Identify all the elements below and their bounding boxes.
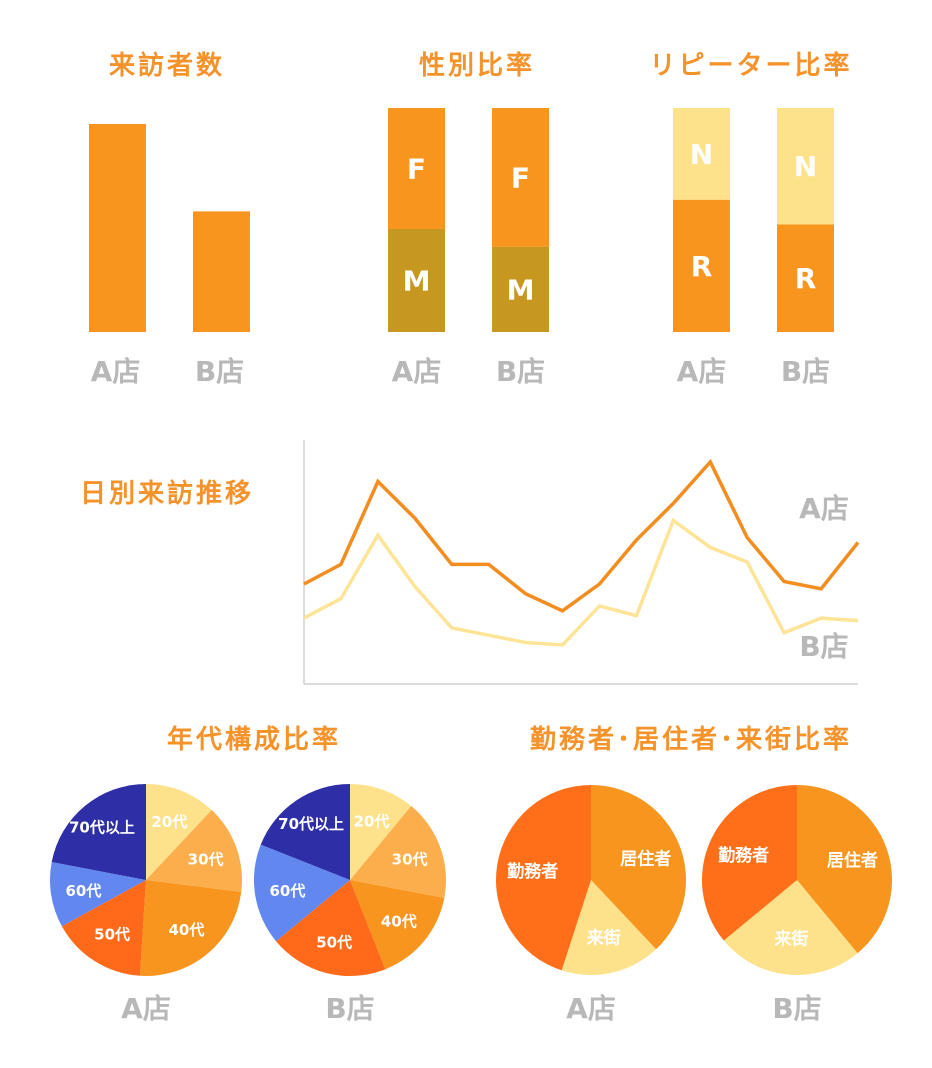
gender-segment-label: M [403, 264, 431, 297]
age-slice [253, 844, 350, 942]
gender-segment-label: F [407, 152, 426, 185]
line-series-a [303, 458, 860, 613]
gender-bar-f-segment [492, 108, 549, 247]
store-label: B店 [781, 355, 830, 388]
age-slice [350, 784, 412, 880]
repeater-segment-label: R [795, 262, 817, 295]
repeater-bar-r-segment [777, 224, 834, 332]
resident-slice [797, 785, 893, 954]
legend-label-b: B店 [799, 630, 848, 663]
age-slice [350, 806, 447, 898]
resident-slice-label: 来街 [774, 929, 809, 950]
resident-chart-title: 勤務者･居住者･来街比率 [530, 724, 852, 755]
store-label: B店 [325, 992, 374, 1025]
resident-slice-label: 居住者 [827, 850, 878, 871]
age-slice [51, 784, 147, 880]
store-label: A店 [566, 992, 616, 1025]
age-slice [146, 810, 242, 893]
resident-slice-label: 勤務者 [718, 845, 769, 866]
age-slice-label: 40代 [381, 912, 417, 930]
resident-slice [495, 784, 591, 971]
age-slice-label: 70代以上 [278, 815, 344, 833]
daily-chart-title: 日別来訪推移 [80, 478, 254, 509]
age-chart-title: 年代構成比率 [167, 724, 341, 755]
age-slice [350, 880, 445, 970]
daily-line-chart: A店 B店 [303, 440, 860, 685]
store-label: A店 [677, 355, 727, 388]
visitors-bar-b [193, 211, 250, 332]
age-slice-label: 50代 [94, 926, 130, 944]
age-pie-b: 20代 30代 40代 50代 60代 70代以上 B店 [253, 784, 447, 1025]
repeater-segment-label: N [690, 138, 713, 171]
repeater-bar-n-segment [673, 108, 730, 200]
store-label: A店 [121, 992, 171, 1025]
gender-bar-f-segment [388, 108, 445, 229]
age-slice-label: 20代 [151, 813, 187, 831]
store-label: B店 [772, 992, 821, 1025]
age-slice-label: 50代 [316, 933, 352, 951]
pie-charts: 20代 30代 40代 50代 60代 70代以上 A店 20代 30代 40代 50代 60代 70代… [49, 784, 893, 1025]
store-label: A店 [91, 355, 141, 388]
age-slice [61, 880, 147, 976]
visitors-bar-a [89, 124, 146, 332]
age-slice-label: 20代 [354, 812, 390, 830]
age-slice [146, 784, 212, 880]
gender-segment-label: F [511, 161, 530, 194]
age-slice-label: 40代 [168, 921, 204, 939]
visitors-chart-title: 来訪者数 [109, 50, 225, 81]
resident-slice [723, 880, 858, 976]
age-slice-label: 60代 [269, 882, 305, 900]
store-label: A店 [392, 355, 442, 388]
repeater-bar-n-segment [777, 108, 834, 225]
gender-bar-m-segment [388, 228, 445, 332]
line-series-b [303, 517, 859, 647]
store-label: B店 [496, 355, 545, 388]
resident-slice [591, 785, 686, 950]
age-slice-label: 30代 [188, 851, 224, 869]
repeater-stacked-bar-chart: N R A店 N R B店 [673, 108, 834, 388]
resident-slice-label: 居住者 [620, 848, 671, 869]
store-label: B店 [195, 355, 244, 388]
resident-slice [701, 785, 797, 941]
gender-chart-title: 性別比率 [419, 50, 535, 81]
repeater-segment-label: R [691, 250, 713, 283]
age-slice-label: 30代 [392, 851, 428, 869]
visitors-bar-chart: A店 B店 [89, 124, 250, 388]
age-slice-label: 70代以上 [69, 819, 135, 837]
repeater-segment-label: N [794, 150, 817, 183]
gender-stacked-bar-chart: F M A店 F M B店 [388, 108, 549, 388]
legend-label-a: A店 [799, 492, 849, 525]
age-slice [260, 784, 350, 880]
age-slice [49, 862, 146, 927]
repeater-bar-r-segment [673, 199, 730, 332]
age-slice-label: 60代 [65, 882, 101, 900]
resident-slice-label: 来街 [586, 928, 621, 949]
resident-slice [561, 880, 657, 975]
age-pie-a: 20代 30代 40代 50代 60代 70代以上 A店 [49, 784, 242, 1025]
gender-bar-m-segment [492, 246, 549, 332]
age-slice [276, 880, 386, 977]
age-slice [139, 880, 242, 976]
repeater-chart-title: リピーター比率 [649, 50, 852, 81]
resident-slice-label: 勤務者 [507, 861, 558, 882]
gender-segment-label: M [507, 273, 535, 306]
